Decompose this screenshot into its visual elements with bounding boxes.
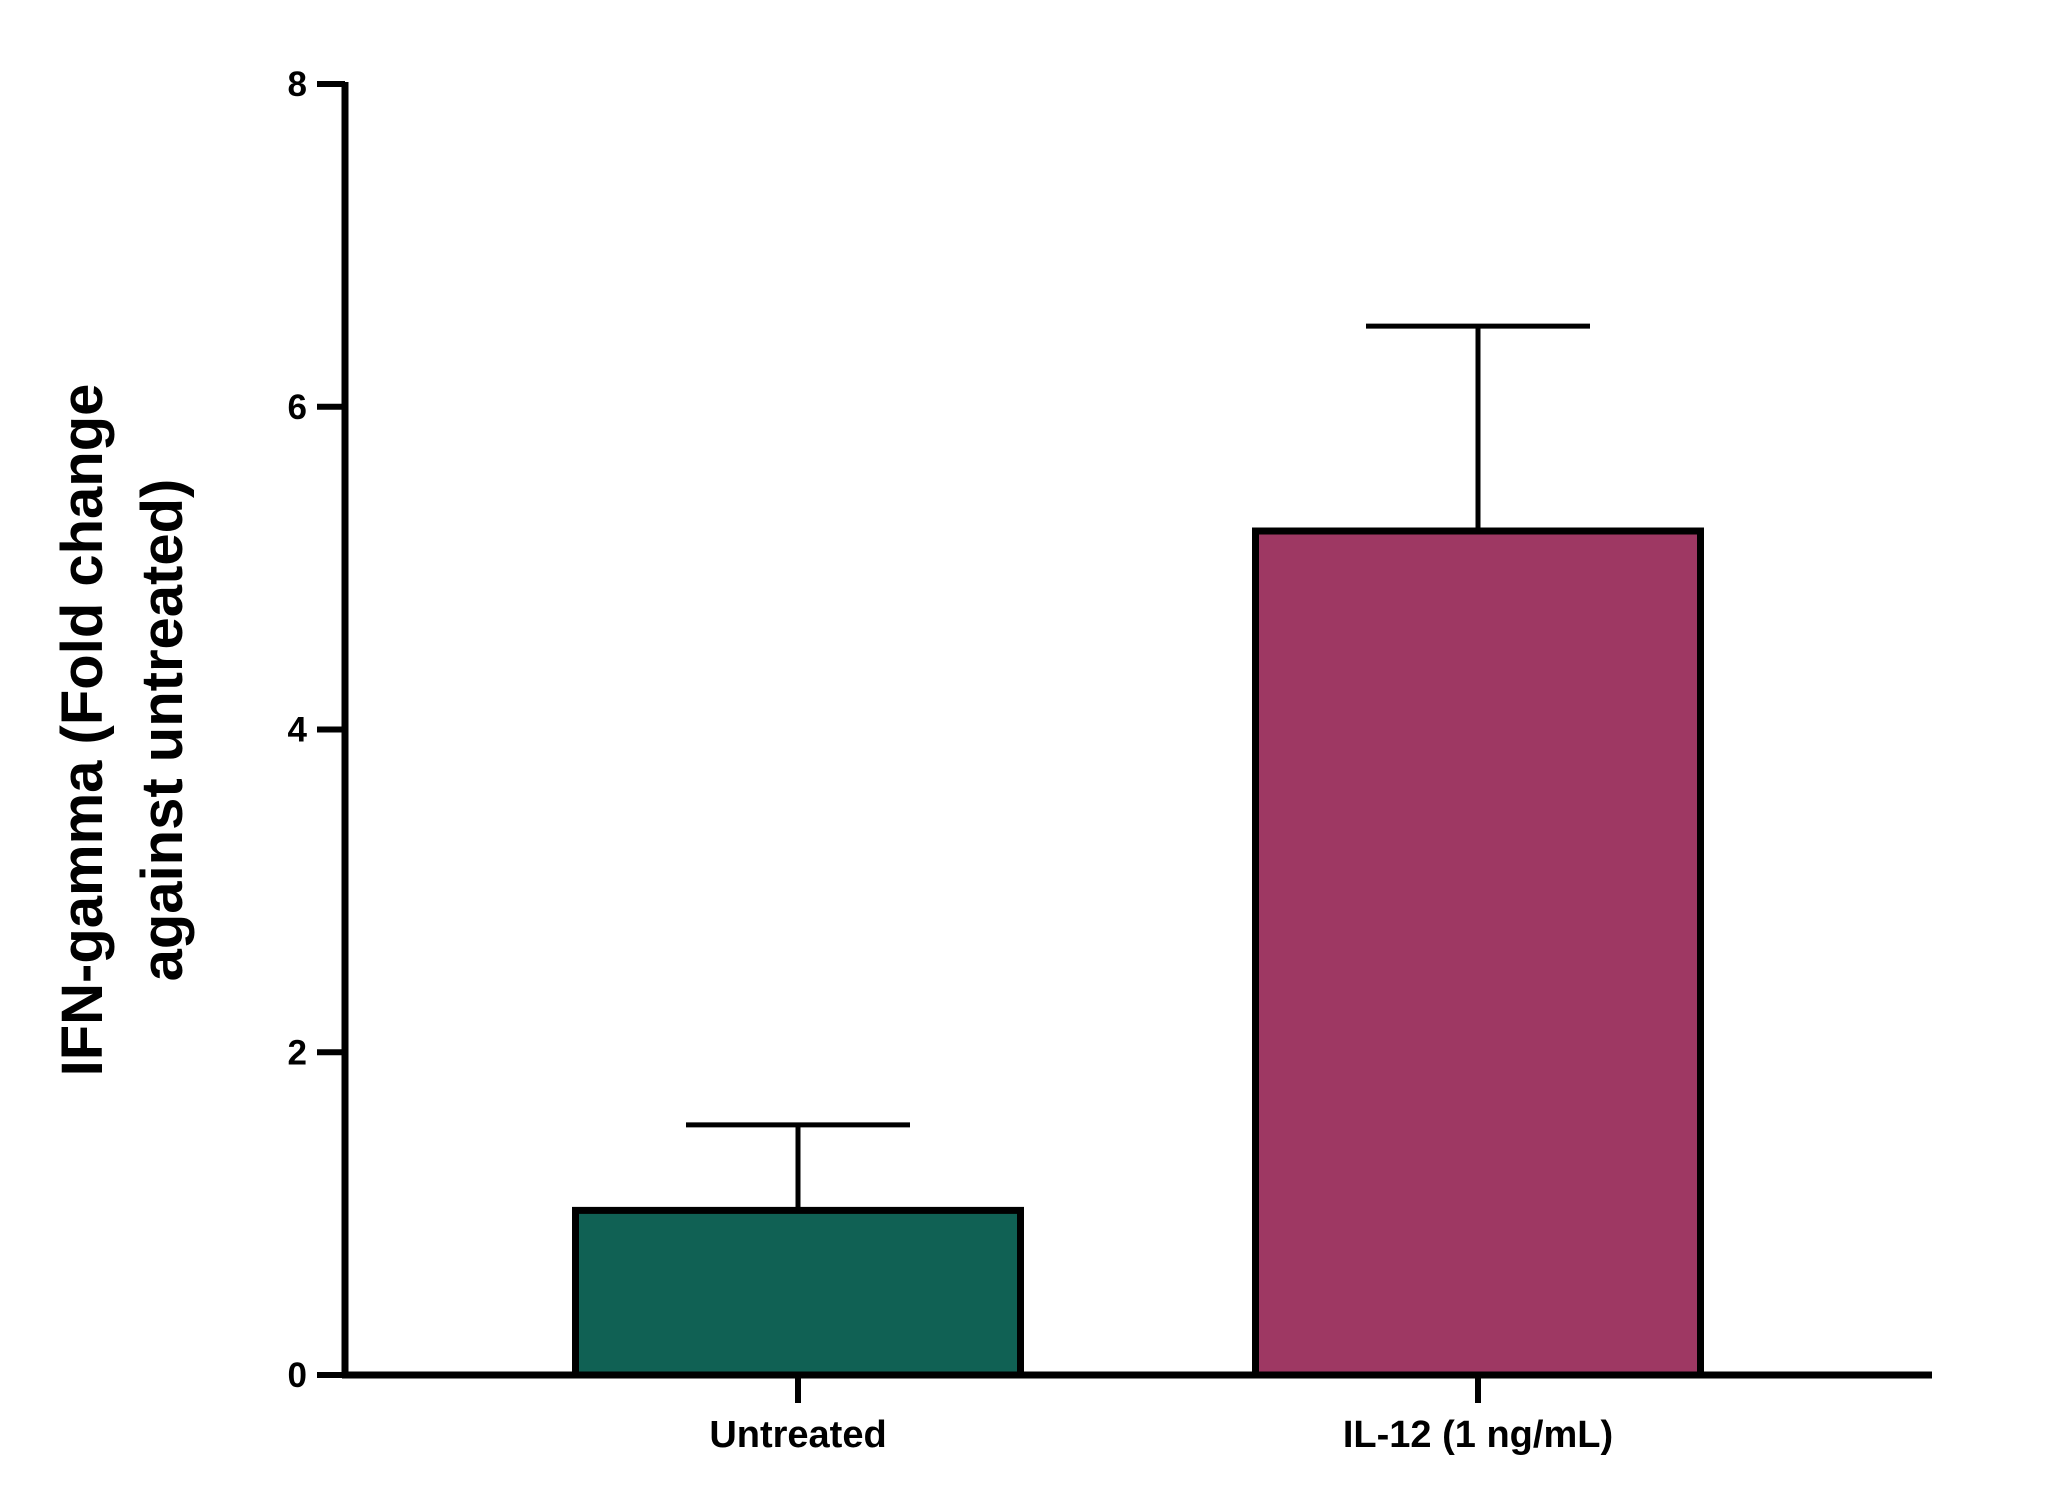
error-bars [686, 323, 1590, 1211]
bars [572, 527, 1704, 1379]
y-tick-label-8: 8 [288, 65, 307, 104]
bar-2 [1252, 527, 1704, 1379]
y-tick-label-4: 4 [288, 711, 308, 750]
y-axis-title-line-1: IFN-gamma (Fold change [50, 384, 115, 1077]
y-axis-title: IFN-gamma (Fold change against untreated… [50, 384, 195, 1077]
y-axis-title-line-2: against untreated) [130, 479, 195, 982]
axes [317, 81, 1932, 1403]
bar-1 [572, 1206, 1024, 1379]
y-tick-label-2: 2 [288, 1033, 307, 1072]
x-category-label-1: Untreated [709, 1414, 886, 1456]
y-tick-label-0: 0 [288, 1356, 307, 1395]
tick-labels: 0 2 4 6 8 Untreated IL-12 (1 ng/mL) [288, 65, 1614, 1456]
x-category-label-2: IL-12 (1 ng/mL) [1343, 1414, 1613, 1456]
y-tick-label-6: 6 [288, 388, 307, 427]
